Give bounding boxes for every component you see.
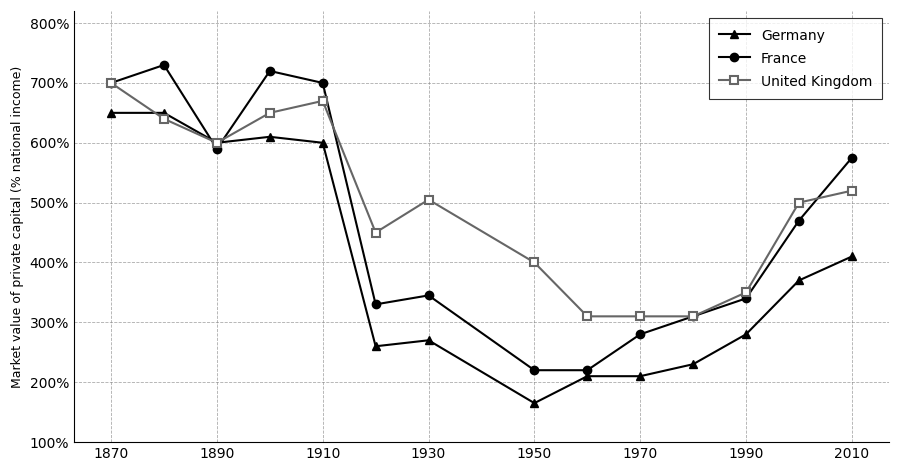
Germany [582,373,593,379]
Germany [423,337,434,343]
United Kingdom [741,289,751,295]
United Kingdom [634,313,645,319]
France [423,293,434,298]
United Kingdom [423,197,434,202]
France [582,367,593,373]
France [634,331,645,337]
France [846,155,857,160]
Germany [370,344,381,349]
Germany [634,373,645,379]
Germany [105,110,116,116]
Germany [741,331,751,337]
Germany [212,140,222,146]
France [318,80,328,86]
Germany [529,400,540,406]
Line: Germany: Germany [107,109,856,407]
Line: France: France [107,61,856,374]
United Kingdom [158,116,169,122]
France [105,80,116,86]
Germany [688,362,698,367]
France [529,367,540,373]
France [265,68,275,74]
France [741,295,751,301]
France [370,302,381,307]
United Kingdom [529,260,540,265]
Germany [318,140,328,146]
United Kingdom [794,200,805,205]
United Kingdom [318,98,328,104]
United Kingdom [212,140,222,146]
United Kingdom [846,188,857,194]
United Kingdom [105,80,116,86]
France [794,218,805,223]
United Kingdom [265,110,275,116]
Germany [158,110,169,116]
Y-axis label: Market value of private capital (% national income): Market value of private capital (% natio… [11,66,24,388]
France [688,313,698,319]
France [158,62,169,68]
Germany [794,278,805,283]
United Kingdom [688,313,698,319]
Legend: Germany, France, United Kingdom: Germany, France, United Kingdom [709,18,882,99]
Germany [265,134,275,140]
United Kingdom [370,230,381,236]
France [212,146,222,152]
United Kingdom [582,313,593,319]
Germany [846,253,857,259]
Line: United Kingdom: United Kingdom [107,79,856,320]
